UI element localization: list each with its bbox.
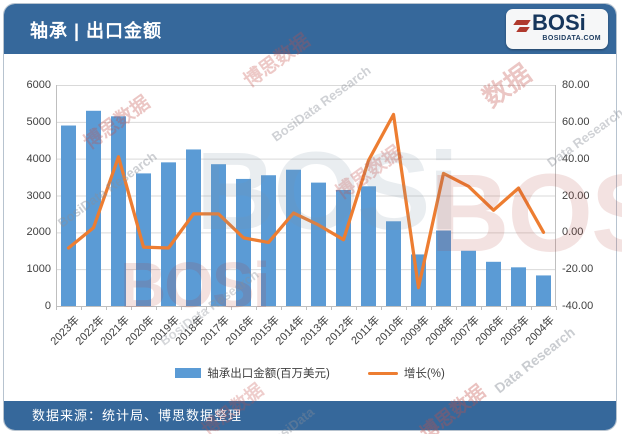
- logo-text: BOSi: [532, 10, 586, 35]
- left-axis-tick-label: 1000: [26, 263, 51, 276]
- bar-series-swatch-icon: [175, 368, 202, 378]
- growth-line: [66, 112, 546, 290]
- left-axis-tick-label: 2000: [26, 226, 51, 239]
- left-axis-tick-label: 4000: [26, 152, 51, 165]
- bar-2016年: [236, 178, 251, 306]
- right-axis-tick-label: 0.00: [562, 226, 584, 239]
- bar-2012年: [336, 189, 351, 306]
- bar-2014年: [286, 169, 301, 306]
- right-axis-tick-label: -40.00: [562, 300, 594, 312]
- right-axis-tick-label: -20.00: [562, 263, 594, 276]
- bar-2008年: [436, 230, 451, 306]
- left-axis-tick-label: 5000: [26, 115, 51, 128]
- right-axis-tick-label: 20.00: [562, 189, 590, 202]
- left-axis-tick-label: 6000: [26, 79, 51, 91]
- chart-card: 轴承 | 出口金额 BOSi BOSIDATA.COM 6000 5000 4000…: [3, 3, 617, 431]
- right-axis-tick-label: 80.00: [562, 79, 590, 91]
- bar-2019年: [161, 162, 176, 306]
- right-axis-tick-label: 40.00: [562, 152, 590, 165]
- line-series-swatch-icon: [367, 371, 398, 375]
- bar-2005年: [511, 267, 526, 306]
- data-source: 数据来源：统计局、博思数据整理: [32, 408, 243, 423]
- line-series-label: 增长(%): [403, 368, 445, 380]
- left-axis-tick-label: 3000: [26, 189, 51, 202]
- legend: 轴承出口金额(百万美元) 增长(%): [4, 365, 616, 381]
- bar-2006年: [486, 261, 501, 306]
- bar-series-label: 轴承出口金额(百万美元): [207, 368, 330, 380]
- bar-2021年: [111, 116, 126, 306]
- bar-2017年: [211, 164, 226, 306]
- bar-2011年: [361, 186, 376, 306]
- legend-item-line: 增长(%): [367, 365, 445, 381]
- logo-subtext: BOSIDATA.COM: [542, 35, 601, 42]
- bar-2023年: [61, 125, 76, 306]
- page-title: 轴承 | 出口金额: [30, 21, 163, 41]
- bar-2020年: [136, 173, 151, 306]
- logo-stripes-icon: [513, 18, 531, 34]
- right-axis-tick-label: 60.00: [562, 115, 590, 128]
- bar-2018年: [186, 149, 201, 306]
- card-header: 轴承 | 出口金额 BOSi BOSIDATA.COM: [4, 4, 616, 54]
- chart-area: 6000 5000 4000 3000 2000 1000 0 80.00 60.00 40.0…: [4, 54, 616, 401]
- bar-2007年: [461, 250, 476, 306]
- bar-2004年: [536, 275, 551, 306]
- bosi-logo: BOSi BOSIDATA.COM: [506, 9, 608, 49]
- bar-2022年: [86, 110, 101, 307]
- legend-item-bar: 轴承出口金额(百万美元): [175, 365, 330, 381]
- left-axis-tick-label: 0: [44, 300, 51, 312]
- bar-2010年: [386, 221, 401, 306]
- card-footer: 数据来源：统计局、博思数据整理: [4, 401, 616, 430]
- plot-area: [56, 85, 557, 310]
- bar-2013年: [311, 182, 326, 306]
